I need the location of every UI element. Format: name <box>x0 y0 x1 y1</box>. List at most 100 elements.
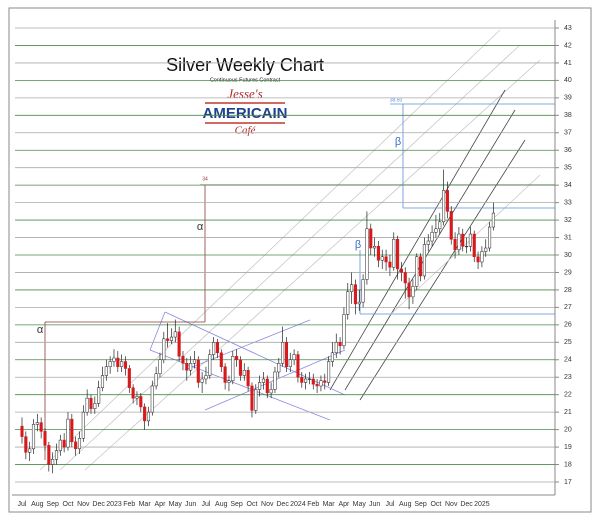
y-tick-label: 40 <box>564 77 572 84</box>
x-tick-label: Jul <box>18 501 27 508</box>
y-tick-label: 28 <box>564 287 572 294</box>
x-tick-label: Mar <box>139 501 152 508</box>
x-tick-label: Sep <box>230 501 243 508</box>
candle-body <box>28 448 32 453</box>
x-tick-label: Jun <box>185 501 196 508</box>
candle-body <box>327 361 331 383</box>
candle-body <box>265 378 269 394</box>
y-tick-label: 22 <box>564 392 572 399</box>
candle-body <box>150 385 154 413</box>
x-tick-label: Jul <box>385 501 394 508</box>
candle-body <box>472 233 476 257</box>
logo-line: AMERICAIN <box>203 105 288 122</box>
candle-body <box>281 342 285 364</box>
x-tick-label: Aug <box>31 501 44 508</box>
candle-body <box>208 354 212 376</box>
candle-body <box>43 431 47 446</box>
x-tick-label: May <box>353 501 367 508</box>
y-tick-label: 18 <box>564 461 572 468</box>
candle-body <box>189 363 193 371</box>
candle-body <box>154 373 158 387</box>
candle-body <box>97 387 101 404</box>
annotation: 34 <box>202 176 208 182</box>
candle-body <box>419 256 423 277</box>
candle-body <box>135 396 139 399</box>
candle-body <box>93 403 97 409</box>
candle-body <box>438 221 442 230</box>
candle-body <box>212 342 216 355</box>
y-tick-label: 30 <box>564 252 572 259</box>
candle-body <box>480 251 484 263</box>
candle-body <box>120 361 124 368</box>
candle-body <box>104 366 108 376</box>
candle-body <box>85 397 89 413</box>
candle-body <box>315 383 319 387</box>
candle-body <box>20 425 24 437</box>
candle-body <box>403 272 407 284</box>
candle-body <box>169 336 174 341</box>
candle-body <box>219 352 223 368</box>
candle-body <box>223 366 227 383</box>
y-tick-label: 25 <box>564 339 572 346</box>
candle-body <box>288 359 292 368</box>
x-tick-label: Feb <box>307 501 319 508</box>
candle-body <box>476 256 480 263</box>
annotation: 38.50 <box>390 97 403 103</box>
candle-body <box>319 380 323 387</box>
y-tick-label: 29 <box>564 269 572 276</box>
y-tick-label: 33 <box>564 199 572 206</box>
candle-body <box>24 436 28 453</box>
candle-body <box>66 418 70 448</box>
candle-body <box>116 357 120 368</box>
x-tick-label: Jun <box>369 501 380 508</box>
candle-body <box>396 239 400 270</box>
candle-body <box>254 389 258 411</box>
candle-body <box>434 228 438 233</box>
candle-body <box>231 356 235 381</box>
candle-body <box>74 441 78 450</box>
candle-body <box>357 301 361 305</box>
y-tick-label: 34 <box>564 182 572 189</box>
candle-body <box>127 368 131 388</box>
candle-body <box>100 375 105 388</box>
y-tick-label: 27 <box>564 304 572 311</box>
y-tick-label: 19 <box>564 444 572 451</box>
candle-body <box>457 233 461 251</box>
candle-body <box>399 268 403 273</box>
candle-body <box>491 212 495 228</box>
x-tick-label: Feb <box>123 501 135 508</box>
logo-line: Jesse's <box>227 86 262 101</box>
x-tick-label: Nov <box>77 501 90 508</box>
candle-body <box>269 389 273 394</box>
x-tick-label: Sep <box>46 501 59 508</box>
annotation: α <box>197 221 204 233</box>
candle-body <box>77 438 82 450</box>
candle-body <box>181 356 185 364</box>
annotation: β <box>355 239 361 251</box>
candle-body <box>196 359 200 383</box>
candle-body <box>346 291 350 315</box>
candle-body <box>246 369 250 387</box>
candle-body <box>442 190 446 223</box>
candle-body <box>384 256 388 263</box>
candle-body <box>277 363 281 373</box>
candle-body <box>365 228 369 280</box>
y-tick-label: 21 <box>564 409 572 416</box>
candle-body <box>296 354 300 378</box>
candle-body <box>388 261 392 268</box>
x-tick-label: Sep <box>414 501 427 508</box>
y-tick-label: 23 <box>564 374 572 381</box>
candle-body <box>261 378 265 383</box>
candle-body <box>54 450 59 460</box>
candle-body <box>422 244 426 277</box>
candle-body <box>250 385 254 411</box>
candle-body <box>62 439 66 448</box>
candle-body <box>143 406 147 422</box>
candle-body <box>300 376 304 383</box>
candle-body <box>484 247 488 252</box>
y-tick-label: 39 <box>564 95 572 102</box>
y-tick-label: 36 <box>564 147 572 154</box>
candle-body <box>292 354 296 361</box>
candle-body <box>330 352 334 362</box>
x-tick-label: Jul <box>201 501 210 508</box>
